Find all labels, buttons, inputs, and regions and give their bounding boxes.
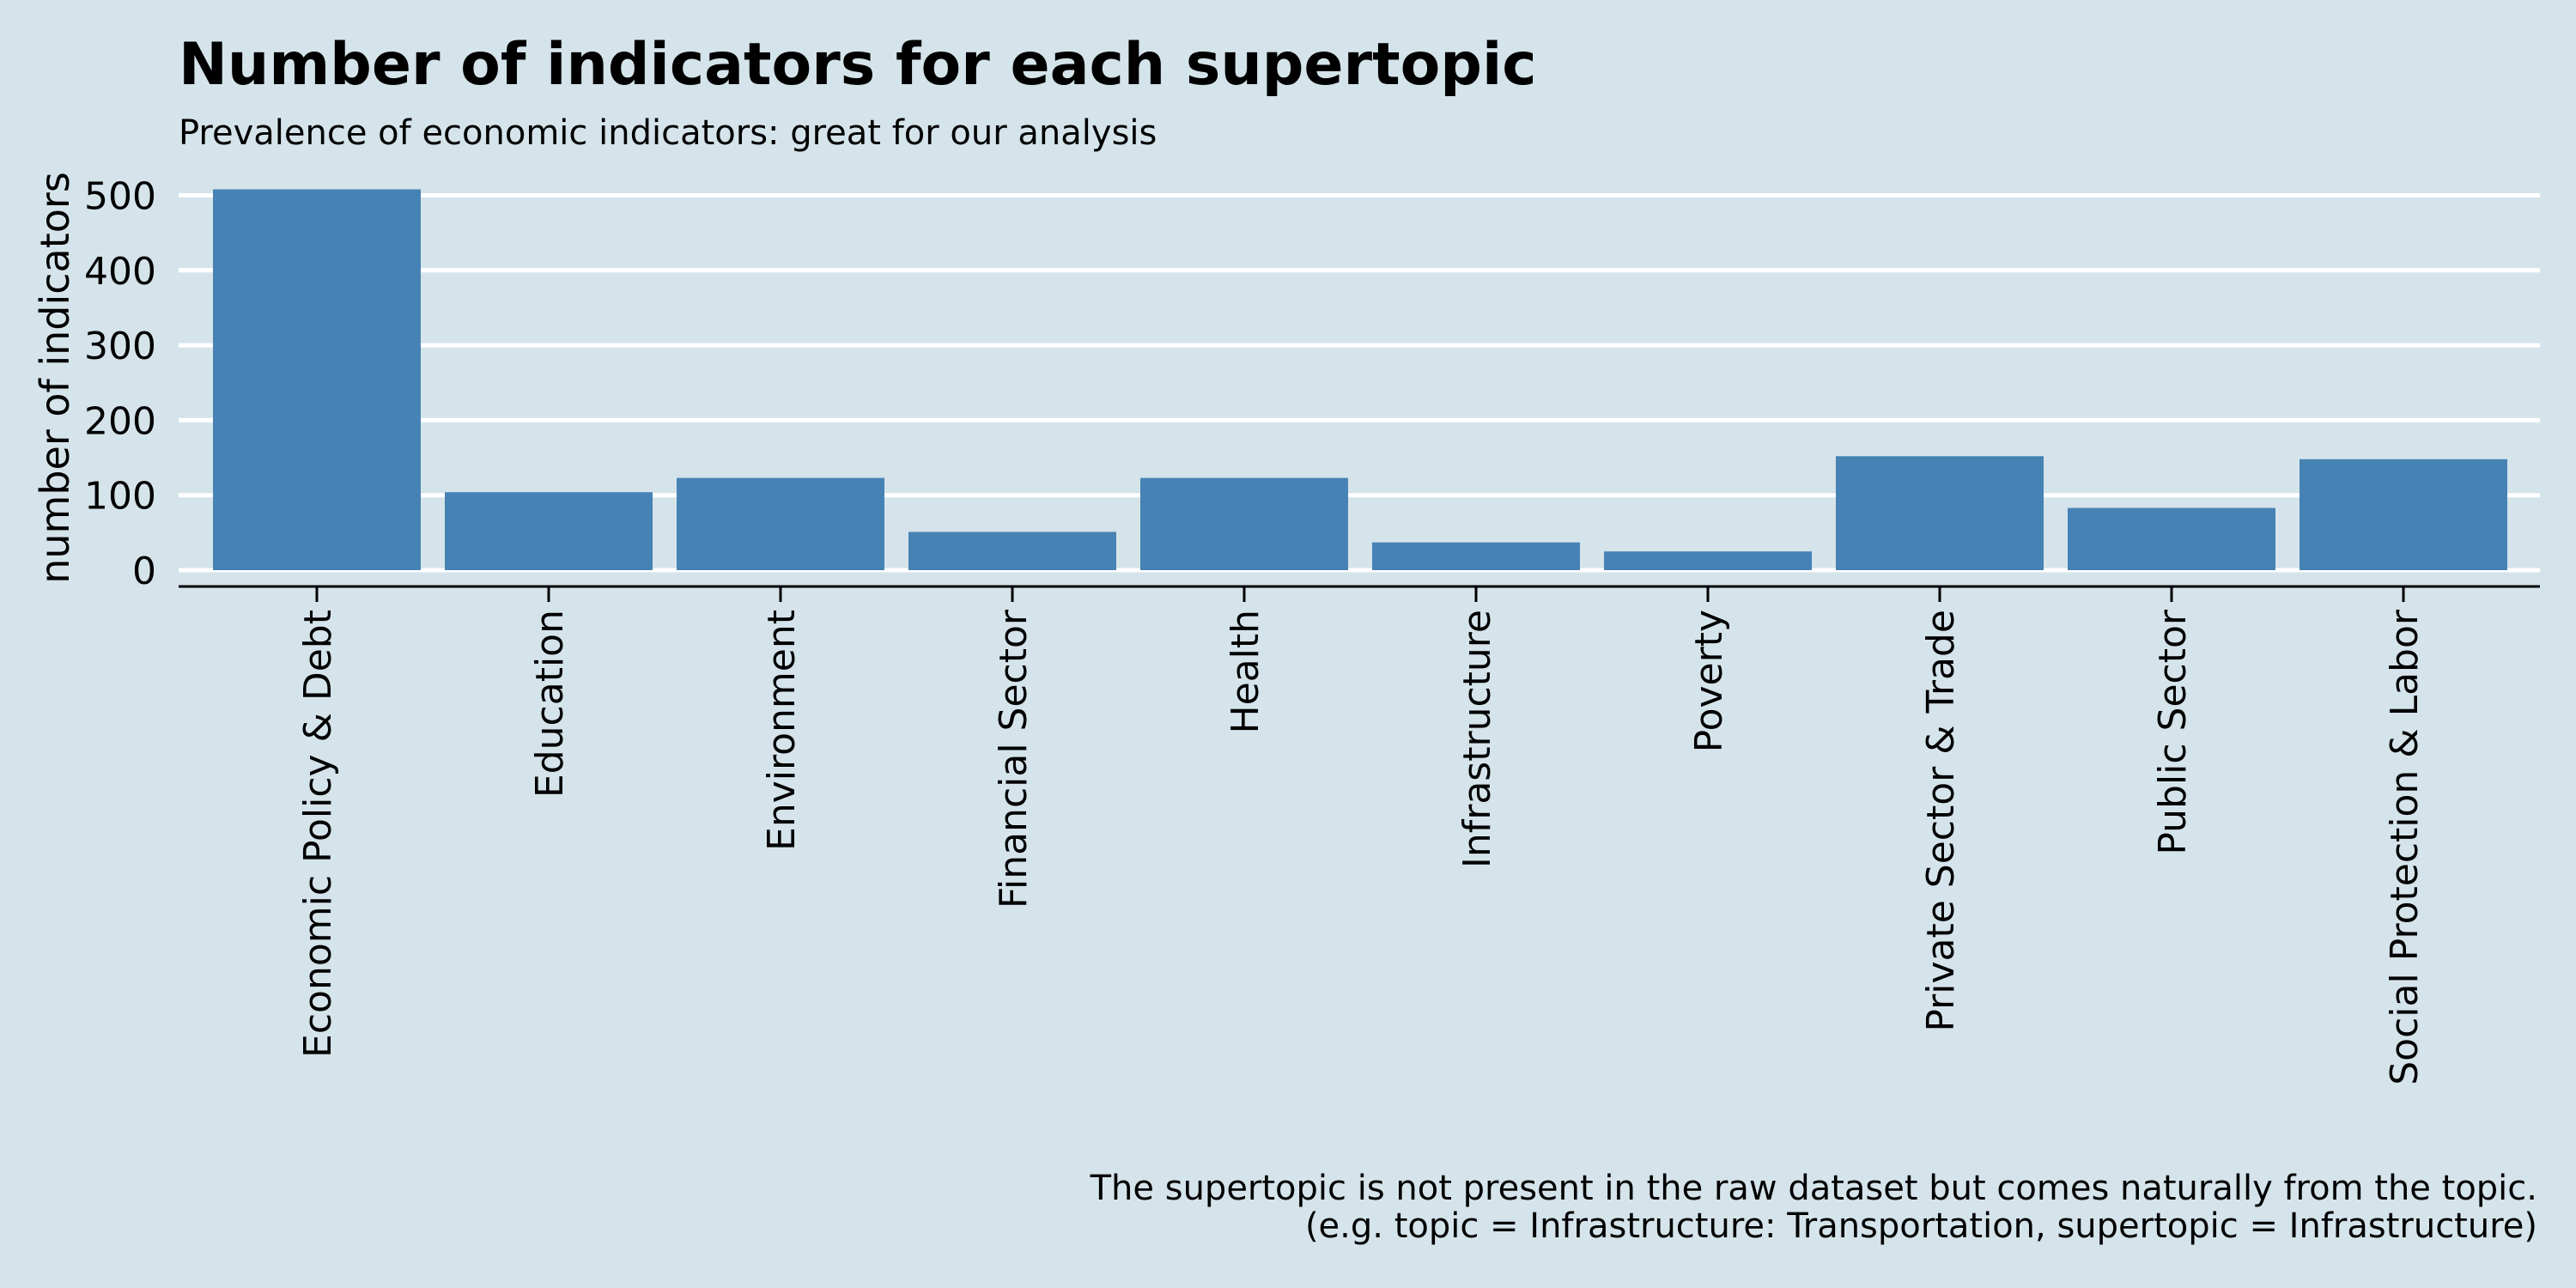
- bars: [213, 189, 2507, 571]
- x-tick-label: Social Protection & Labor: [2383, 609, 2427, 1085]
- chart-title: Number of indicators for each supertopic: [179, 31, 1537, 99]
- axes: 0 100 200 300 400 500 Economic Policy & Debt Ed…: [84, 175, 2540, 1085]
- y-tick-label: 300: [84, 325, 156, 368]
- bar: [1140, 477, 1348, 570]
- bar: [1836, 456, 2044, 570]
- x-tick-label: Poverty: [1687, 610, 1731, 752]
- x-tick-label: Economic Policy & Debt: [296, 610, 340, 1058]
- caption-line: The supertopic is not present in the raw…: [1090, 1169, 2537, 1208]
- x-tick-label: Private Sector & Trade: [1919, 610, 1963, 1032]
- x-tick-label: Public Sector: [2151, 609, 2195, 855]
- chart-caption: The supertopic is not present in the raw…: [1090, 1169, 2537, 1246]
- bar: [1372, 542, 1580, 570]
- y-tick-label: 400: [84, 250, 156, 294]
- y-tick-label: 100: [84, 475, 156, 519]
- caption-line: (e.g. topic = Infrastructure: Transporta…: [1305, 1206, 2537, 1246]
- bar: [2068, 507, 2275, 570]
- bar: [213, 189, 421, 571]
- y-axis-label: number of indicators: [32, 172, 78, 584]
- x-tick-label: Environment: [760, 610, 804, 851]
- bar: [677, 477, 884, 570]
- bar: [908, 532, 1116, 570]
- chart-subtitle: Prevalence of economic indicators: great…: [179, 113, 1157, 153]
- bar: [1604, 551, 1812, 570]
- y-tick-label: 500: [84, 175, 156, 219]
- y-tick-label: 0: [132, 550, 156, 593]
- x-tick-label: Health: [1224, 610, 1267, 733]
- x-tick-label: Financial Sector: [992, 609, 1036, 908]
- bar: [445, 492, 653, 570]
- y-tick-label: 200: [84, 399, 156, 443]
- bar: [2300, 459, 2507, 570]
- x-tick-label: Infrastructure: [1455, 610, 1499, 868]
- x-tick-label: Education: [528, 610, 572, 798]
